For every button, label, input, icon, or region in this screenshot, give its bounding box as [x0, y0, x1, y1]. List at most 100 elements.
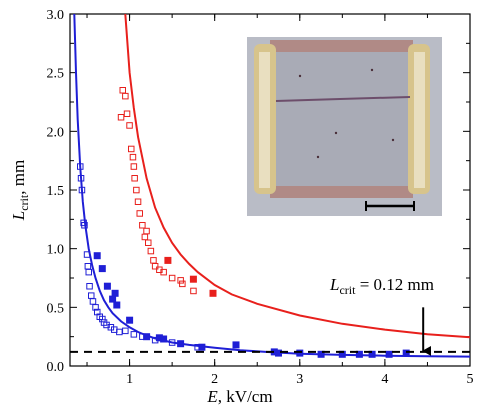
blue-open-square — [81, 222, 88, 229]
y-axis-label-rest: , mm — [9, 160, 28, 195]
x-axis-label-main: E — [206, 387, 218, 406]
red-open-square — [168, 274, 176, 282]
blue-open-square — [92, 304, 99, 311]
inset-right-contact-inner — [414, 52, 425, 188]
inset-left-contact-inner — [259, 52, 270, 188]
blue-filled-square — [232, 341, 240, 349]
red-open-square — [129, 153, 137, 161]
y-tick-label: 3.0 — [47, 8, 65, 23]
ticks: 1 2 3 4 5 0.0 0.5 1.0 1.5 2.0 2.5 3.0 — [47, 8, 474, 387]
blue-filled-square — [143, 333, 151, 341]
data-markers — [77, 87, 410, 358]
blue-filled-square — [296, 349, 304, 357]
blue-filled-square — [93, 252, 101, 260]
red-open-square — [130, 163, 138, 170]
x-axis-label: E, kV/cm — [206, 387, 272, 406]
blue-open-square — [122, 327, 129, 335]
blue-filled-square — [317, 350, 325, 358]
inset-micrograph — [247, 37, 442, 216]
red-filled-square — [209, 289, 217, 297]
red-open-square — [117, 114, 125, 121]
blue-filled-square — [275, 349, 282, 357]
blue-open-square — [168, 339, 176, 346]
blue-open-square — [84, 263, 92, 270]
y-axis-label-main: L — [9, 211, 28, 221]
inset-speck — [334, 131, 338, 135]
inset-sample — [274, 52, 410, 186]
red-open-square — [136, 210, 143, 217]
red-open-square — [122, 92, 129, 100]
blue-filled-square — [111, 289, 119, 297]
annotation-group: Lcrit = 0.12 mm — [329, 275, 434, 356]
blue-open-square — [77, 175, 85, 182]
y-tick-label: 2.0 — [47, 125, 65, 140]
blue-open-square — [77, 163, 84, 170]
inset-top-band — [270, 40, 413, 52]
red-fit-curve — [124, 14, 470, 339]
red-open-square — [139, 222, 146, 229]
red-open-square — [190, 287, 197, 295]
inset-speck — [370, 68, 374, 72]
blue-open-square — [83, 251, 91, 258]
blue-filled-square — [126, 316, 134, 324]
blue-open-square — [89, 298, 97, 305]
y-axis-label-group: Lcrit, mm — [9, 160, 31, 221]
red-filled-square — [189, 275, 197, 283]
blue-open-square — [86, 283, 93, 290]
blue-open-square — [85, 268, 92, 276]
red-open-square — [143, 227, 150, 235]
annotation-sub: crit — [339, 283, 356, 297]
annotation-label: Lcrit = 0.12 mm — [329, 275, 434, 297]
blue-filled-square — [103, 282, 111, 290]
red-open-square — [147, 247, 155, 255]
red-open-square — [119, 87, 126, 94]
blue-filled-square — [160, 335, 168, 343]
blue-open-square — [78, 186, 86, 194]
blue-open-square — [130, 331, 138, 338]
red-open-square — [141, 233, 149, 241]
inset-wire — [275, 96, 411, 102]
red-open-square — [126, 122, 133, 129]
x-tick-label: 3 — [296, 372, 303, 387]
y-tick-label: 1.5 — [47, 184, 65, 199]
blue-filled-square — [385, 350, 393, 358]
y-axis-label: Lcrit, mm — [9, 160, 31, 221]
y-tick-label: 2.5 — [47, 67, 65, 82]
blue-filled-square — [113, 301, 121, 309]
x-tick-label: 2 — [211, 372, 218, 387]
blue-filled-square — [177, 340, 185, 348]
x-tick-label: 1 — [126, 372, 133, 387]
blue-filled-square — [402, 349, 410, 357]
inset-bottom-band — [270, 186, 413, 198]
y-axis-label-sub: crit — [17, 194, 31, 211]
y-tick-label: 0.0 — [47, 360, 65, 375]
x-tick-label: 5 — [467, 372, 474, 387]
y-tick-label: 0.5 — [47, 301, 65, 316]
annotation-rest: = 0.12 mm — [355, 275, 434, 294]
x-tick-label: 4 — [381, 372, 388, 387]
red-open-square — [160, 268, 167, 276]
blue-filled-square — [355, 350, 363, 358]
red-open-square — [128, 145, 135, 153]
inset-speck — [391, 138, 395, 142]
blue-open-square — [88, 292, 95, 299]
y-tick-label: 1.0 — [47, 243, 65, 258]
red-open-square — [150, 257, 157, 264]
red-open-square — [134, 198, 142, 205]
red-open-square — [177, 277, 184, 284]
blue-open-square — [99, 315, 106, 323]
inset-speck — [298, 74, 302, 78]
blue-filled-square — [368, 350, 376, 358]
red-open-square — [133, 186, 140, 194]
red-open-square — [145, 239, 152, 246]
red-open-square — [131, 175, 138, 182]
blue-filled-square — [198, 343, 206, 351]
red-open-square — [123, 110, 131, 117]
red-filled-square — [164, 256, 172, 264]
x-axis-label-rest: , kV/cm — [218, 387, 273, 406]
red-open-square — [151, 263, 159, 270]
red-open-square — [179, 280, 186, 288]
annotation-main: L — [329, 275, 339, 294]
